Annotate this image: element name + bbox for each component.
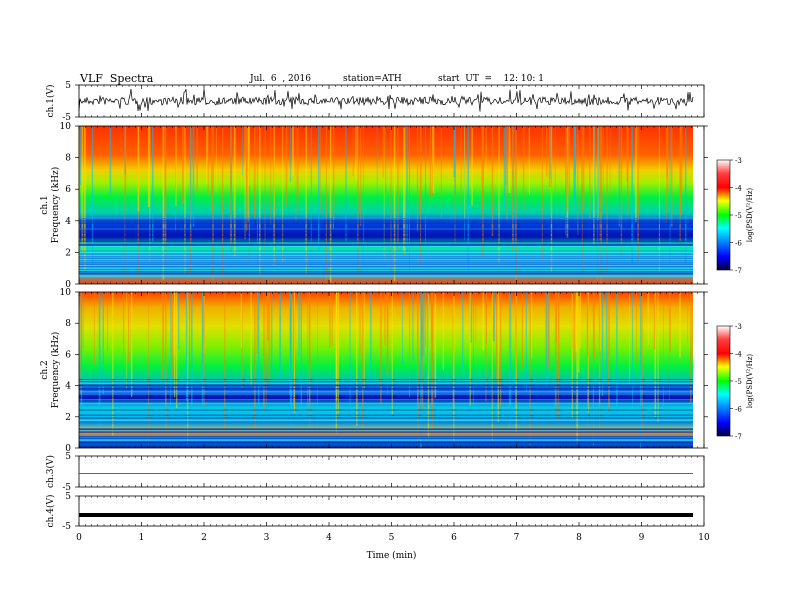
x-tick-label: 0 — [76, 533, 82, 543]
y-tick-label: -5 — [62, 522, 71, 532]
y-tick-label: 5 — [65, 492, 71, 502]
colorbar-tick-label: -6 — [735, 406, 742, 414]
colorbar-tick-label: -6 — [735, 240, 742, 248]
y-tick-label: 6 — [65, 185, 71, 195]
colorbar-tick-label: -5 — [735, 378, 742, 386]
colorbar-label: log(PSD(V²/Hz) — [746, 354, 754, 409]
y-axis-label: ch.3(V) — [45, 455, 56, 488]
colorbar-label: log(PSD(V²/Hz) — [746, 188, 754, 243]
y-tick-label: 5 — [65, 81, 71, 91]
y-tick-label: 2 — [65, 413, 71, 423]
y-tick-label: 8 — [65, 154, 71, 164]
y-tick-label: 10 — [60, 122, 72, 132]
x-tick-label: 9 — [639, 533, 645, 543]
x-tick-label: 10 — [698, 533, 710, 543]
start-time-label: start UT = 12: 10: 1 — [438, 74, 544, 84]
station-label: station=ATH — [343, 74, 402, 84]
y-axis-label: ch.1(V) — [45, 85, 56, 118]
colorbar-tick-label: -3 — [735, 157, 742, 165]
ch3-waveform-frame — [78, 455, 705, 488]
figure-title: VLF Spectra — [80, 72, 154, 85]
y-tick-label: 5 — [65, 452, 71, 462]
ch4-waveform-frame — [78, 495, 705, 527]
colorbar — [716, 325, 731, 437]
y-tick-label: 4 — [65, 382, 71, 392]
colorbar — [716, 159, 731, 271]
x-tick-label: 1 — [139, 533, 145, 543]
colorbar-tick-label: -5 — [735, 212, 742, 220]
x-tick-label: 6 — [451, 533, 457, 543]
y-tick-label: 2 — [65, 248, 71, 258]
y-tick-label: 10 — [60, 288, 72, 298]
y-axis-label: Frequency (kHz) — [50, 332, 61, 409]
y-tick-label: 0 — [65, 444, 71, 454]
x-tick-label: 7 — [514, 533, 520, 543]
channel-label: ch.1 — [40, 195, 50, 214]
date-label: Jul. 6 , 2016 — [250, 74, 311, 84]
ch1-waveform-trace — [78, 88, 694, 112]
x-tick-label: 8 — [576, 533, 582, 543]
y-axis-label: ch.4(V) — [45, 495, 56, 528]
y-axis-label: Frequency (kHz) — [50, 167, 61, 244]
colorbar-tick-label: -7 — [735, 433, 742, 441]
y-tick-label: 4 — [65, 217, 71, 227]
y-tick-label: 8 — [65, 319, 71, 329]
y-tick-label: -5 — [62, 113, 71, 123]
channel-label: ch.2 — [40, 360, 50, 379]
y-tick-label: -5 — [62, 483, 71, 493]
colorbar-tick-label: -4 — [735, 351, 742, 359]
colorbar-tick-label: -4 — [735, 185, 742, 193]
x-tick-label: 5 — [389, 533, 395, 543]
y-tick-label: 0 — [65, 280, 71, 290]
x-tick-label: 2 — [201, 533, 207, 543]
y-tick-label: 6 — [65, 350, 71, 360]
colorbar-tick-label: -3 — [735, 323, 742, 331]
colorbar-tick-label: -7 — [735, 267, 742, 275]
x-tick-label: 3 — [264, 533, 270, 543]
x-axis-label: Time (min) — [367, 550, 417, 561]
x-tick-label: 4 — [326, 533, 332, 543]
